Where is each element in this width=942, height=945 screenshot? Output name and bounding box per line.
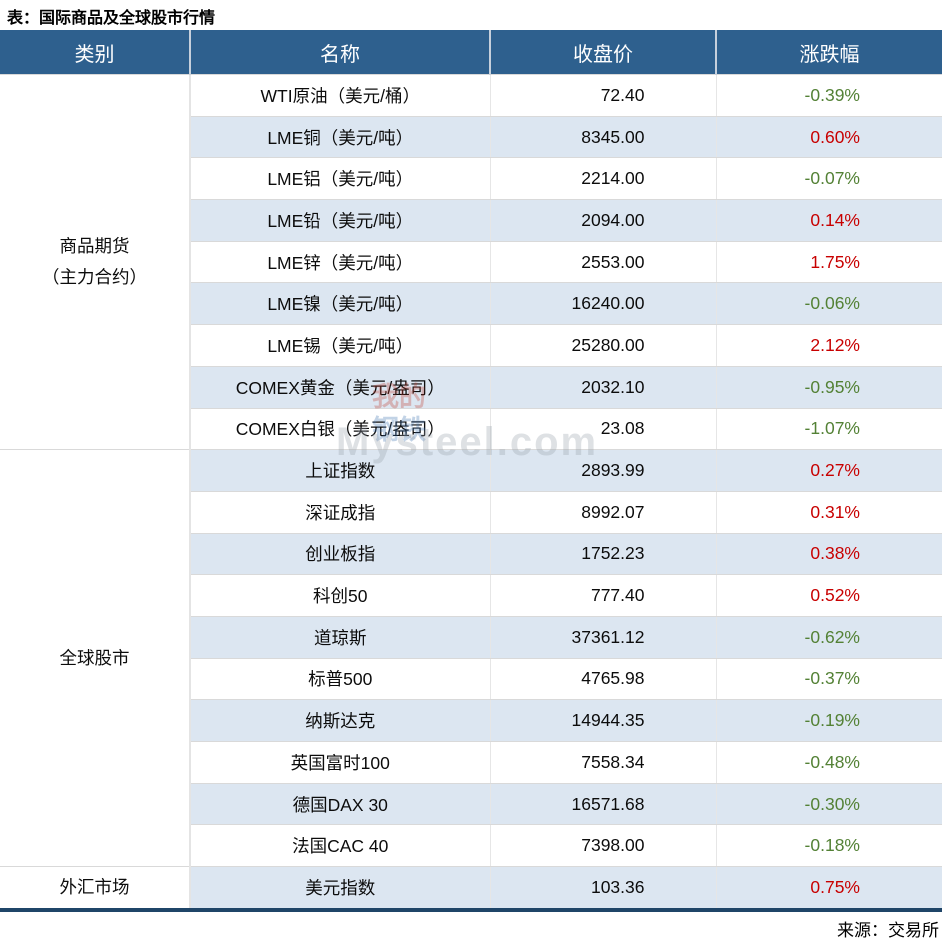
table-row: COMEX黄金（美元/盎司） 2032.10 -0.95% <box>0 366 942 409</box>
header-category: 类别 <box>0 30 190 75</box>
close-cell: 8992.07 <box>489 491 716 534</box>
close-cell: 2094.00 <box>489 199 716 242</box>
name-cell: 道琼斯 <box>190 616 490 659</box>
table-row: LME镍（美元/吨） 16240.00 -0.06% <box>0 282 942 326</box>
table-row: 科创50 777.40 0.52% <box>0 574 942 617</box>
close-cell: 16571.68 <box>489 783 716 826</box>
change-cell: -0.06% <box>715 282 942 326</box>
close-cell: 16240.00 <box>489 282 716 326</box>
close-cell: 2214.00 <box>489 157 716 201</box>
name-cell: 标普500 <box>190 658 490 701</box>
table-row: 深证成指 8992.07 0.31% <box>0 491 942 534</box>
change-cell: 0.14% <box>715 199 942 242</box>
close-cell: 4765.98 <box>489 658 716 701</box>
page-title: 表：国际商品及全球股市行情 <box>7 10 216 27</box>
change-cell: 0.31% <box>715 491 942 534</box>
table-row: 英国富时100 7558.34 -0.48% <box>0 741 942 784</box>
source-note: 来源：交易所 <box>837 921 939 940</box>
close-cell: 2032.10 <box>489 366 716 409</box>
name-cell: 法国CAC 40 <box>190 824 490 868</box>
close-cell: 25280.00 <box>489 324 716 367</box>
table-row: 商品期货 （主力合约） WTI原油（美元/桶） 72.40 -0.39% <box>0 74 942 451</box>
name-cell: 深证成指 <box>190 491 490 534</box>
change-cell: 0.60% <box>715 116 942 159</box>
close-cell: 7398.00 <box>489 824 716 868</box>
name-cell: 上证指数 <box>190 449 490 492</box>
close-cell: 72.40 <box>489 74 716 117</box>
change-cell: 1.75% <box>715 241 942 284</box>
close-cell: 2893.99 <box>489 449 716 492</box>
change-cell: -0.19% <box>715 699 942 742</box>
table-row: LME锌（美元/吨） 2553.00 1.75% <box>0 241 942 284</box>
table-row: 外汇市场 美元指数 103.36 0.75% <box>0 866 942 909</box>
category-cell: 外汇市场 <box>0 866 191 909</box>
table-row: 德国DAX 30 16571.68 -0.30% <box>0 783 942 826</box>
table-row: LME铝（美元/吨） 2214.00 -0.07% <box>0 157 942 201</box>
name-cell: COMEX黄金（美元/盎司） <box>190 366 490 409</box>
change-cell: 2.12% <box>715 324 942 367</box>
close-cell: 777.40 <box>489 574 716 617</box>
name-cell: LME锌（美元/吨） <box>190 241 490 284</box>
close-cell: 14944.35 <box>489 699 716 742</box>
table-row: 法国CAC 40 7398.00 -0.18% <box>0 824 942 868</box>
name-cell: COMEX白银（美元/盎司） <box>190 408 490 451</box>
table-row: 纳斯达克 14944.35 -0.19% <box>0 699 942 742</box>
name-cell: LME铅（美元/吨） <box>190 199 490 242</box>
table-row: 全球股市 上证指数 2893.99 0.27% <box>0 449 942 868</box>
close-cell: 8345.00 <box>489 116 716 159</box>
name-cell: LME铜（美元/吨） <box>190 116 490 159</box>
table-row: 标普500 4765.98 -0.37% <box>0 658 942 701</box>
name-cell: 创业板指 <box>190 533 490 576</box>
change-cell: -0.48% <box>715 741 942 784</box>
change-cell: -0.37% <box>715 658 942 701</box>
name-cell: 德国DAX 30 <box>190 783 490 826</box>
change-cell: -0.62% <box>715 616 942 659</box>
change-cell: -0.30% <box>715 783 942 826</box>
table-row: LME铜（美元/吨） 8345.00 0.60% <box>0 116 942 159</box>
change-cell: 0.75% <box>715 866 942 909</box>
header-row: 类别 名称 收盘价 涨跌幅 <box>0 30 942 75</box>
table-row: LME铅（美元/吨） 2094.00 0.14% <box>0 199 942 242</box>
table-row: 创业板指 1752.23 0.38% <box>0 533 942 576</box>
header-close: 收盘价 <box>489 30 716 75</box>
change-cell: -1.07% <box>715 408 942 451</box>
quotes-table: 类别 名称 收盘价 涨跌幅 商品期货 （主力合约） WTI原油（美元/桶） 72.40… <box>0 30 942 909</box>
change-cell: 0.52% <box>715 574 942 617</box>
close-cell: 37361.12 <box>489 616 716 659</box>
close-cell: 1752.23 <box>489 533 716 576</box>
header-change: 涨跌幅 <box>715 30 942 75</box>
table-body: 商品期货 （主力合约） WTI原油（美元/桶） 72.40 -0.39% LME铜（美元/… <box>0 74 942 909</box>
change-cell: -0.95% <box>715 366 942 409</box>
name-cell: 纳斯达克 <box>190 699 490 742</box>
header-name: 名称 <box>189 30 490 75</box>
table-row: LME锡（美元/吨） 25280.00 2.12% <box>0 324 942 367</box>
change-cell: 0.27% <box>715 449 942 492</box>
table-row: 道琼斯 37361.12 -0.62% <box>0 616 942 659</box>
name-cell: 英国富时100 <box>190 741 490 784</box>
change-cell: -0.07% <box>715 157 942 201</box>
close-cell: 23.08 <box>489 408 716 451</box>
category-cell: 商品期货 （主力合约） <box>0 74 191 451</box>
close-cell: 7558.34 <box>489 741 716 784</box>
change-cell: -0.18% <box>715 824 942 868</box>
close-cell: 2553.00 <box>489 241 716 284</box>
name-cell: LME铝（美元/吨） <box>190 157 490 201</box>
table-header: 类别 名称 收盘价 涨跌幅 <box>0 30 942 75</box>
name-cell: 美元指数 <box>190 866 490 909</box>
change-cell: -0.39% <box>715 74 942 117</box>
category-cell: 全球股市 <box>0 449 191 868</box>
name-cell: WTI原油（美元/桶） <box>190 74 490 117</box>
name-cell: LME锡（美元/吨） <box>190 324 490 367</box>
table-bottom-border <box>0 908 942 912</box>
table-row: COMEX白银（美元/盎司） 23.08 -1.07% <box>0 408 942 451</box>
change-cell: 0.38% <box>715 533 942 576</box>
name-cell: LME镍（美元/吨） <box>190 282 490 326</box>
name-cell: 科创50 <box>190 574 490 617</box>
close-cell: 103.36 <box>489 866 716 909</box>
